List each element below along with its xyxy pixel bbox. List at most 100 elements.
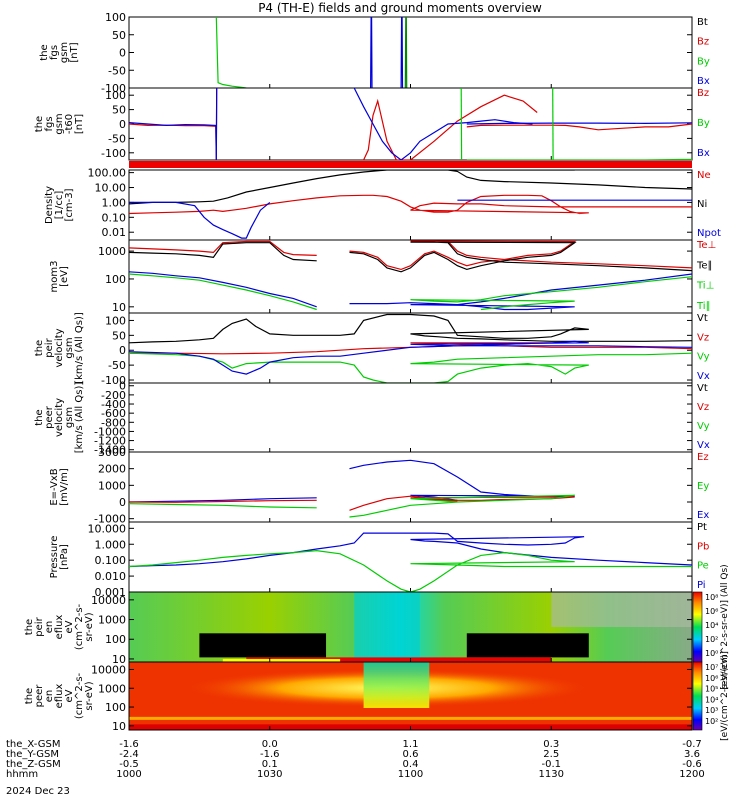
y-axis-label: gsm [59, 42, 70, 63]
legend-entry: Ni [697, 199, 707, 210]
colorbar-tick-label: 10⁵ [705, 685, 718, 694]
legend-entry: Bz [697, 37, 709, 48]
y-axis-label: sr-eV) [84, 681, 95, 710]
x-tick-label: -0.5 [119, 759, 139, 770]
y-axis-label: sr-eV) [84, 612, 95, 641]
legend-entry: Bx [697, 148, 710, 159]
x-tick-label: 1100 [398, 769, 423, 780]
y-tick-label: 50 [112, 29, 126, 42]
series-line-Ne [129, 194, 692, 215]
panel-velocity_all: 100 50 0 -50 -100 the peir velocity gsm [km/s (Al… [34, 312, 710, 387]
y-axis-label: [nT] [69, 42, 80, 62]
y-tick-label: -1000 [94, 513, 126, 526]
y-axis-label: en [44, 690, 55, 703]
series-line-Bx [466, 122, 692, 125]
y-tick-label: 100 [105, 273, 126, 286]
y-axis-label: [km/s (All Qs)] [74, 312, 85, 384]
y-tick-label: 100 [105, 11, 126, 24]
colorbar [692, 591, 703, 663]
y-axis-label: the [24, 619, 35, 635]
y-axis-label: eV [64, 620, 75, 633]
panel-fgs_gsm_detrended: 100 500-50 -100 the fgs gsm -t60 [nT] Bz By Bx [34, 87, 710, 161]
y-tick-label: -50 [108, 359, 126, 372]
y-axis-label: [1/cc] [54, 191, 65, 220]
colorbar-tick-label: 10⁸ [705, 593, 718, 602]
legend-entry: Vt [697, 313, 708, 324]
y-tick-label: 0.010 [95, 570, 127, 583]
colorbar [692, 661, 703, 731]
y-tick-label: 0 [119, 496, 126, 509]
x-row-label: the_X-GSM [6, 739, 60, 750]
y-axis-label: gsm [64, 407, 75, 428]
x-tick-label: 0.0 [262, 739, 278, 750]
date-label: 2024 Dec 23 [6, 786, 70, 797]
y-axis-label: peir [44, 337, 55, 357]
legend-entry: Vz [697, 332, 709, 343]
series-line-Ez [129, 499, 317, 503]
x-tick-label: 0.3 [543, 739, 559, 750]
y-tick-label: 0 [119, 118, 126, 131]
series-line-By [404, 17, 408, 88]
legend-entry: Vy [697, 421, 710, 432]
series-line-Ti∥ [349, 263, 692, 311]
legend-entry: Vt [697, 383, 708, 394]
y-tick-label: -1000 [94, 425, 126, 438]
colorbar-label: [eV/(cm^2-s-sr-eV)] (All Qs) [720, 564, 730, 689]
y-tick-label: 100.00 [88, 167, 127, 180]
series-line-Te∥ [349, 241, 692, 273]
series-line-Te∥ [129, 242, 317, 262]
y-axis-label: (cm^2-s- [74, 603, 85, 650]
x-tick-label: -0.6 [682, 759, 702, 770]
panel-frame [128, 239, 693, 314]
y-tick-label: 10.00 [95, 182, 127, 195]
x-tick-label: 2.5 [543, 749, 559, 760]
series-line-By [215, 17, 247, 88]
spectrogram-black-patch [466, 633, 589, 658]
x-tick-label: -1.6 [260, 749, 280, 760]
legend-entry: Te⊥ [696, 240, 716, 251]
panel-fgs_gsm: 100 50 0 -50 -100 the fgs gsm [nT] Bt Bz By Bx [39, 11, 710, 95]
y-tick-label: 0.10 [102, 211, 127, 224]
y-tick-label: 2000 [98, 463, 126, 476]
spectrogram-central-column [363, 662, 430, 708]
series-line-Bz [466, 116, 692, 131]
y-axis-label: gsm [54, 113, 65, 134]
y-axis-label: -t60 [64, 114, 75, 134]
legend-entry: Vx [697, 440, 710, 451]
y-axis-label: (cm^2-s- [74, 672, 85, 719]
spectrogram-cyan-band [354, 592, 420, 662]
series-line-Ex [349, 459, 575, 501]
series-line-Vy [129, 351, 692, 383]
y-tick-label: 10 [112, 720, 126, 733]
series-line-Ez [349, 495, 575, 511]
x-tick-label: 1.1 [403, 739, 419, 750]
y-axis-label: fgs [44, 116, 55, 131]
x-tick-label: -0.7 [682, 739, 702, 750]
panel-frame [128, 16, 693, 89]
colorbar-tick-label: 10⁶ [705, 607, 718, 616]
legend-entry: Ey [697, 481, 709, 492]
y-tick-label: 0.001 [95, 586, 127, 599]
spectrogram-grey-region [551, 592, 692, 627]
y-axis-label: the [24, 688, 35, 704]
series-line-Bx [353, 88, 533, 160]
y-axis-label: the [39, 44, 50, 60]
legend-entry: Vx [697, 371, 710, 382]
series-line-Vt [129, 313, 692, 344]
legend-entry: By [697, 56, 710, 67]
panel-temperature: 1000 100 10 mom3 [eV] Te⊥ Te∥ Ti⊥ Ti∥ [49, 239, 716, 314]
y-axis-label: [nT] [74, 114, 85, 134]
y-tick-label: 10000 [91, 663, 126, 676]
legend-entry: Vy [697, 352, 710, 363]
y-tick-label: 0.100 [95, 554, 127, 567]
legend-entry: Ne [697, 170, 711, 181]
spectrogram-black-patch [199, 633, 327, 658]
separator-band [129, 161, 692, 168]
series-line-Bx [370, 17, 373, 88]
legend-entry: Pe [697, 561, 709, 572]
y-tick-label: 0 [119, 47, 126, 60]
panel-pressure: 10.000 1.000 0.100 0.010 0.001 Pressure [nPa] P… [49, 521, 709, 599]
series-line-By [466, 147, 692, 160]
y-axis-label: peir [34, 616, 45, 636]
colorbar-tick-label: 10⁰ [705, 649, 718, 658]
